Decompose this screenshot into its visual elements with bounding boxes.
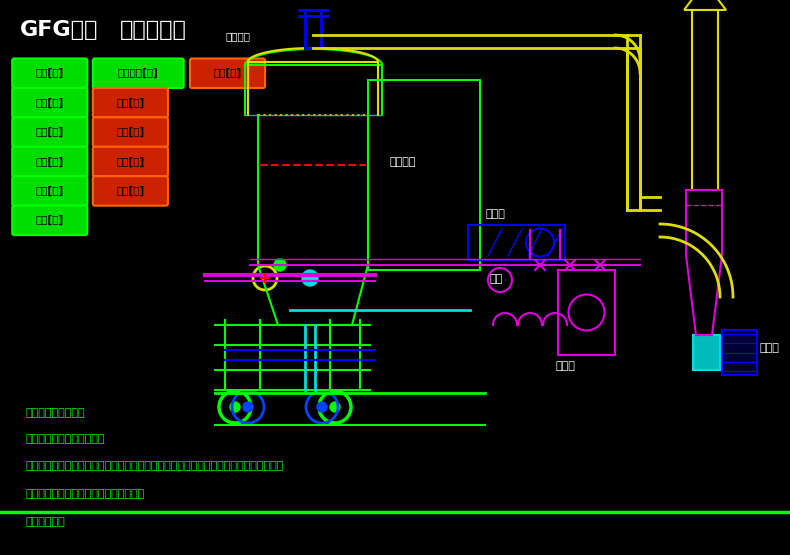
Circle shape (230, 402, 240, 412)
FancyBboxPatch shape (92, 88, 168, 118)
Text: 搅拌[关]: 搅拌[关] (116, 157, 145, 166)
Text: 抖动气缸: 抖动气缸 (226, 31, 251, 41)
Text: GFG系列: GFG系列 (20, 20, 99, 40)
Text: 顶升[开]: 顶升[开] (36, 98, 64, 108)
Text: 搅拌[开]: 搅拌[开] (36, 157, 64, 166)
Text: 风机[开]: 风机[开] (36, 186, 64, 196)
FancyBboxPatch shape (92, 176, 168, 206)
Text: 顶升[关]: 顶升[关] (116, 98, 145, 108)
Circle shape (330, 402, 340, 412)
Text: 加热[开]: 加热[开] (36, 127, 64, 137)
FancyBboxPatch shape (12, 88, 88, 118)
FancyBboxPatch shape (92, 147, 168, 176)
FancyBboxPatch shape (12, 58, 88, 88)
Text: 加料[开]: 加料[开] (36, 68, 64, 78)
Text: 加热[关]: 加热[关] (116, 127, 145, 137)
Circle shape (317, 402, 327, 412)
Circle shape (274, 259, 286, 271)
Text: 第五步：出料: 第五步：出料 (25, 517, 65, 527)
FancyBboxPatch shape (12, 176, 88, 206)
Text: 减速机: 减速机 (486, 209, 506, 219)
FancyBboxPatch shape (92, 117, 168, 147)
Text: 第一步：加入湿物料: 第一步：加入湿物料 (25, 408, 85, 418)
Text: 过滤器: 过滤器 (556, 361, 576, 371)
FancyBboxPatch shape (12, 117, 88, 147)
FancyBboxPatch shape (722, 330, 757, 375)
FancyBboxPatch shape (12, 205, 88, 235)
Text: 风机[关]: 风机[关] (116, 186, 145, 196)
Text: 第二步：顶升料斗密封料斗: 第二步：顶升料斗密封料斗 (25, 434, 104, 444)
Text: 第四步：抖动除尘布袋，然后料斗下降。: 第四步：抖动除尘布袋，然后料斗下降。 (25, 490, 145, 500)
FancyBboxPatch shape (190, 58, 265, 88)
Text: 第三步：同时开加热器，搅拌机，引风机。待物料干燥后停止加热器，搅拌机，引风机。: 第三步：同时开加热器，搅拌机，引风机。待物料干燥后停止加热器，搅拌机，引风机。 (25, 461, 284, 471)
Circle shape (243, 402, 253, 412)
Text: 沸腾干燥机: 沸腾干燥机 (120, 20, 187, 40)
Text: 热源: 热源 (490, 274, 503, 284)
FancyBboxPatch shape (693, 335, 720, 370)
FancyBboxPatch shape (92, 58, 184, 88)
Text: 布袋除尘: 布袋除尘 (390, 157, 416, 167)
Text: 引风机: 引风机 (760, 344, 780, 354)
FancyBboxPatch shape (12, 147, 88, 176)
Text: 布袋除尘[开]: 布袋除尘[开] (118, 68, 159, 78)
Circle shape (302, 270, 318, 286)
Text: 出料[开]: 出料[开] (36, 215, 64, 225)
Text: 除尘[关]: 除尘[关] (213, 68, 242, 78)
